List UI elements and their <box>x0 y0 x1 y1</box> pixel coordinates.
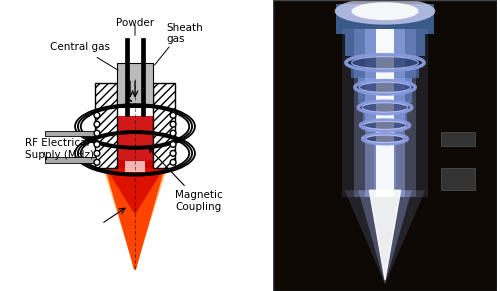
Circle shape <box>94 121 100 127</box>
Bar <box>125 161 145 172</box>
Circle shape <box>172 114 174 117</box>
Circle shape <box>172 161 174 164</box>
Bar <box>94 83 117 168</box>
Circle shape <box>170 159 176 165</box>
Circle shape <box>96 143 98 146</box>
Polygon shape <box>344 190 426 284</box>
Polygon shape <box>118 190 152 269</box>
Polygon shape <box>370 190 400 280</box>
Circle shape <box>170 141 176 147</box>
Polygon shape <box>362 103 408 112</box>
Ellipse shape <box>334 0 436 25</box>
Polygon shape <box>336 4 434 33</box>
Text: Central gas: Central gas <box>50 42 110 52</box>
Polygon shape <box>112 179 158 269</box>
Circle shape <box>170 130 176 136</box>
Polygon shape <box>102 161 168 269</box>
Circle shape <box>94 112 100 118</box>
Circle shape <box>172 152 174 155</box>
Ellipse shape <box>346 55 424 71</box>
Circle shape <box>172 143 174 146</box>
Circle shape <box>94 130 100 136</box>
Ellipse shape <box>355 81 415 94</box>
Circle shape <box>94 141 100 147</box>
Circle shape <box>96 152 98 155</box>
Circle shape <box>94 159 100 165</box>
Ellipse shape <box>362 134 408 144</box>
Polygon shape <box>125 213 145 269</box>
Bar <box>342 29 428 197</box>
Polygon shape <box>367 123 403 132</box>
Circle shape <box>94 150 100 156</box>
Text: RF Electrical
Supply (MHz): RF Electrical Supply (MHz) <box>26 138 94 160</box>
Bar <box>46 130 96 136</box>
Ellipse shape <box>352 2 418 20</box>
Bar <box>354 29 416 197</box>
Bar <box>46 157 96 163</box>
Bar <box>117 116 153 168</box>
Polygon shape <box>358 90 412 103</box>
Polygon shape <box>358 78 412 90</box>
FancyArrowPatch shape <box>128 99 132 102</box>
Circle shape <box>96 114 98 117</box>
Bar <box>117 63 153 107</box>
Bar <box>376 29 394 197</box>
Polygon shape <box>106 168 164 269</box>
Polygon shape <box>132 235 138 269</box>
Ellipse shape <box>360 120 410 131</box>
Circle shape <box>170 112 176 118</box>
Bar <box>141 38 145 116</box>
Circle shape <box>96 132 98 135</box>
Polygon shape <box>344 33 426 56</box>
Text: Powder: Powder <box>116 18 154 28</box>
Polygon shape <box>352 56 418 78</box>
Polygon shape <box>102 161 168 213</box>
Bar <box>110 116 118 168</box>
Text: Sheath
gas: Sheath gas <box>166 23 203 44</box>
Bar <box>153 83 176 168</box>
Ellipse shape <box>358 101 412 114</box>
Circle shape <box>96 123 98 126</box>
Circle shape <box>170 150 176 156</box>
Circle shape <box>96 161 98 164</box>
Bar <box>441 132 474 146</box>
Circle shape <box>172 123 174 126</box>
Polygon shape <box>362 112 408 123</box>
Polygon shape <box>374 132 396 190</box>
Text: Magnetic
Coupling: Magnetic Coupling <box>149 148 223 212</box>
Bar <box>125 38 129 116</box>
Circle shape <box>172 132 174 135</box>
Bar <box>152 116 160 168</box>
Circle shape <box>170 121 176 127</box>
Polygon shape <box>358 190 412 284</box>
Bar <box>441 168 474 190</box>
Bar <box>365 29 405 197</box>
